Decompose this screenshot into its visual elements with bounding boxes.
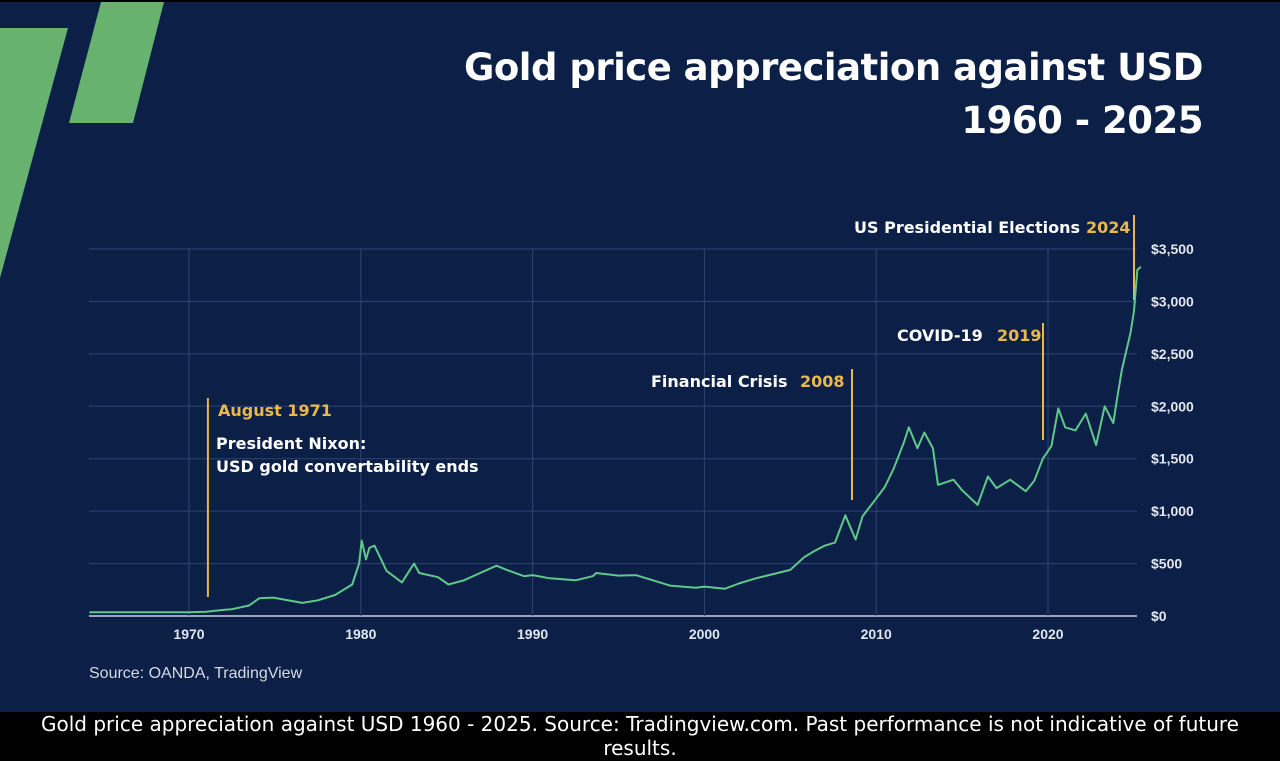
image-caption: Gold price appreciation against USD 1960…	[0, 712, 1280, 761]
logo-stripe-left	[0, 28, 68, 278]
chart-slide: August 1971 President Nixon: USD gold conv…	[0, 2, 1280, 712]
annotation-year-2019: 2019	[997, 326, 1042, 345]
x-tick-label: 1990	[517, 626, 548, 642]
y-tick-label: $3,000	[1151, 293, 1194, 309]
gold-price-chart: August 1971 President Nixon: USD gold conv…	[0, 2, 1194, 682]
annotation-year-2024: 2024	[1086, 218, 1131, 237]
y-tick-label: $2,000	[1151, 398, 1194, 414]
x-tick-label: 2000	[689, 626, 720, 642]
x-tick-label: 2020	[1032, 626, 1063, 642]
y-tick-label: $1,000	[1151, 503, 1194, 519]
title-line-2: 1960 - 2025	[961, 99, 1203, 142]
y-tick-label: $2,500	[1151, 346, 1194, 362]
annotation-text-nixon: President Nixon:	[216, 434, 366, 453]
y-tick-label: $0	[1151, 608, 1167, 624]
y-tick-label: $1,500	[1151, 451, 1194, 467]
annotation-text-convertability: USD gold convertability ends	[216, 457, 479, 476]
logo-stripe-right	[69, 2, 164, 123]
y-tick-label: $500	[1151, 556, 1182, 572]
annotation-label-covid: COVID-19	[897, 326, 983, 345]
source-note: Source: OANDA, TradingView	[89, 665, 303, 682]
x-tick-label: 1970	[173, 626, 204, 642]
x-tick-label: 2010	[861, 626, 892, 642]
annotation-label-elections: US Presidential Elections	[854, 218, 1080, 237]
annotation-year-2008: 2008	[800, 372, 845, 391]
title-line-1: Gold price appreciation against USD	[464, 46, 1203, 89]
x-tick-label: 1980	[345, 626, 376, 642]
annotation-year-1971: August 1971	[218, 401, 332, 420]
annotation-label-financial-crisis: Financial Crisis	[651, 372, 787, 391]
y-tick-label: $3,500	[1151, 241, 1194, 257]
gold-price-line	[89, 266, 1142, 614]
